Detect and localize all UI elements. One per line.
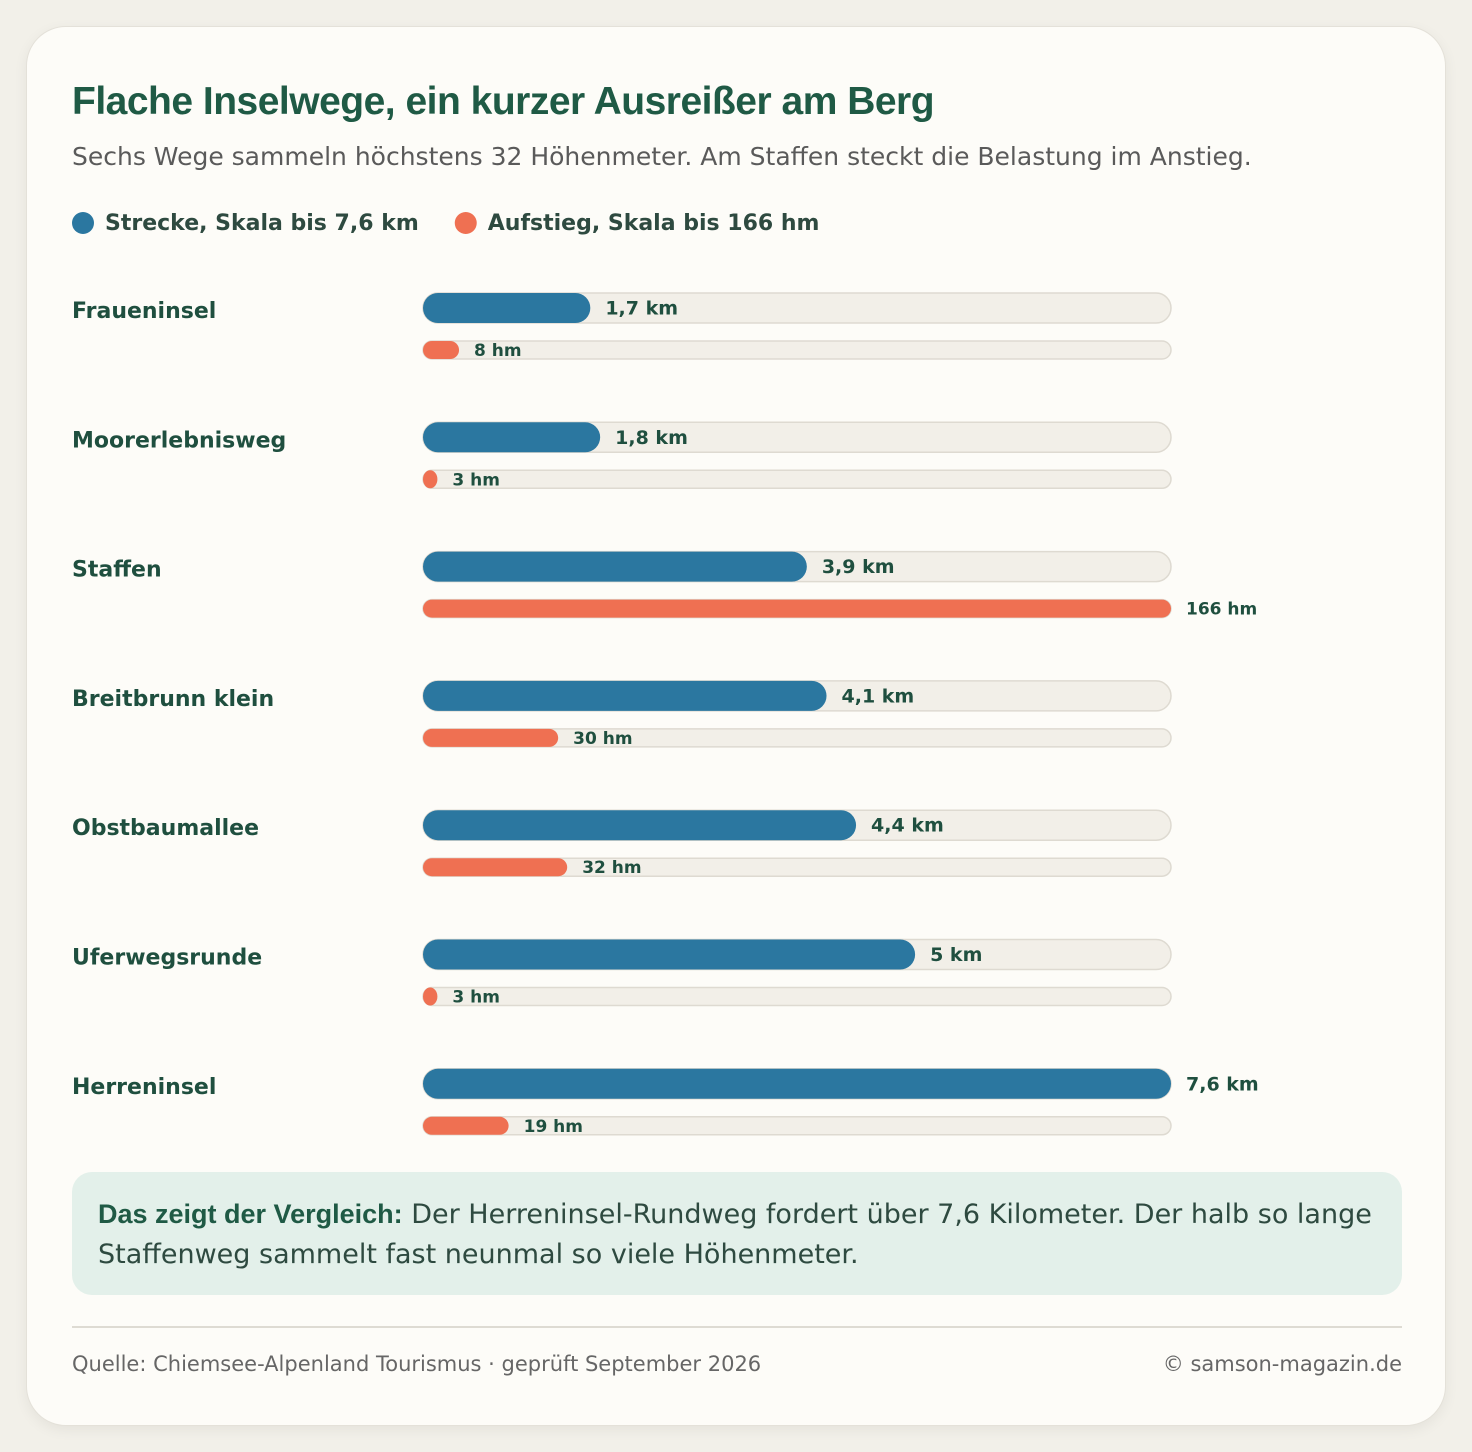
value-label: 19 hm bbox=[524, 1117, 583, 1137]
credit: © samson-magazin.de bbox=[1162, 1352, 1402, 1376]
value-label: 8 hm bbox=[474, 341, 522, 361]
bar bbox=[423, 599, 1171, 618]
value-label: 7,6 km bbox=[1186, 1073, 1259, 1095]
divider bbox=[72, 1326, 1402, 1328]
value-label: 5 km bbox=[930, 944, 982, 966]
bar bbox=[423, 858, 568, 877]
value-label: 1,7 km bbox=[605, 298, 678, 320]
source: Quelle: Chiemsee-Alpenland Tourismus · g… bbox=[72, 1352, 762, 1376]
chart-subtitle: Sechs Wege sammeln höchstens 32 Höhenmet… bbox=[72, 142, 1252, 171]
bar-track bbox=[422, 469, 1172, 490]
value-label: 3,9 km bbox=[822, 556, 895, 578]
category-label: Uferwegsrunde bbox=[72, 946, 262, 971]
bar bbox=[423, 1116, 509, 1135]
bar bbox=[423, 939, 916, 970]
category-label: Fraueninsel bbox=[72, 299, 216, 324]
bar bbox=[423, 422, 601, 453]
bar-track bbox=[422, 340, 1172, 360]
note-lead: Das zeigt der Vergleich: bbox=[98, 1199, 403, 1229]
value-label: 1,8 km bbox=[615, 427, 688, 449]
category-label: Staffen bbox=[72, 558, 162, 583]
note-text: Der Herreninsel-Rundweg fordert über 7,6… bbox=[98, 1199, 1372, 1270]
note: Das zeigt der Vergleich: Der Herreninsel… bbox=[72, 1172, 1402, 1295]
category-label: Moorerlebnisweg bbox=[72, 428, 286, 453]
legend-swatch bbox=[72, 212, 94, 234]
bar bbox=[423, 341, 460, 359]
chart-title: Flache Inselwege, ein kurzer Ausreißer a… bbox=[72, 80, 935, 123]
bar bbox=[423, 810, 857, 841]
value-label: 30 hm bbox=[573, 729, 632, 749]
bar bbox=[423, 680, 827, 711]
legend-label: Aufstieg, Skala bis 166 hm bbox=[488, 211, 820, 236]
bar bbox=[423, 987, 438, 1006]
bar bbox=[423, 470, 438, 489]
value-label: 3 hm bbox=[452, 988, 500, 1008]
value-label: 3 hm bbox=[452, 470, 500, 490]
bar bbox=[423, 293, 591, 323]
bar-track bbox=[422, 986, 1172, 1007]
category-label: Obstbaumallee bbox=[72, 816, 259, 841]
category-label: Herreninsel bbox=[72, 1075, 216, 1100]
category-label: Breitbrunn klein bbox=[72, 687, 274, 712]
bar bbox=[423, 728, 559, 747]
legend-label: Strecke, Skala bis 7,6 km bbox=[105, 211, 419, 236]
bar bbox=[423, 1068, 1171, 1099]
value-label: 166 hm bbox=[1186, 600, 1257, 620]
legend-swatch bbox=[454, 212, 477, 234]
value-label: 32 hm bbox=[582, 858, 641, 878]
bar bbox=[423, 551, 807, 582]
value-label: 4,4 km bbox=[871, 815, 944, 837]
value-label: 4,1 km bbox=[842, 685, 915, 707]
